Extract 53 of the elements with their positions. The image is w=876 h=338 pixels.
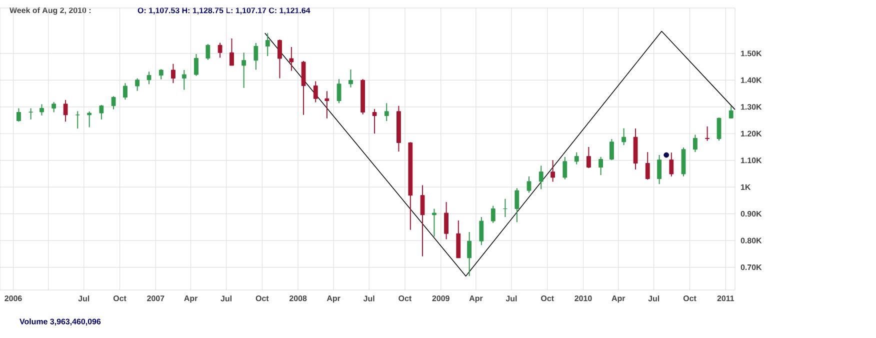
line-series: [264, 30, 736, 276]
candlestick: [313, 80, 318, 103]
candlestick: [158, 68, 164, 80]
candlestick: [693, 134, 698, 153]
candlestick: [289, 46, 294, 72]
candlestick: [111, 96, 116, 110]
candlestick: [278, 39, 282, 79]
candlestick: [705, 126, 710, 142]
candlestick: [230, 38, 234, 66]
candlestick: [728, 106, 734, 119]
candlestick: [645, 152, 650, 180]
candlestick: [182, 70, 186, 90]
candlestick: [123, 82, 128, 100]
candlestick: [420, 184, 425, 257]
candlestick: [550, 160, 556, 182]
candlestick: [538, 165, 544, 190]
candlestick: [194, 53, 198, 76]
candlestick: [16, 108, 21, 122]
candlestick: [479, 216, 484, 246]
candlestick: [622, 128, 626, 146]
candlestick: [526, 176, 532, 194]
candlestick: [657, 154, 662, 185]
candlestick: [324, 90, 330, 119]
candlestick: [384, 102, 389, 122]
candlestick: [218, 42, 222, 58]
candlestick: [99, 104, 104, 120]
candlestick: [146, 71, 152, 85]
candlestick: [586, 146, 591, 169]
candlestick: [444, 202, 449, 240]
candlestick: [574, 152, 579, 165]
candlestick: [265, 32, 270, 57]
candlestick: [40, 104, 44, 116]
candlestick: [514, 188, 520, 223]
candlestick: [63, 99, 68, 122]
candlestick: [254, 42, 258, 70]
candlestick: [432, 208, 436, 238]
candlestick: [87, 110, 92, 128]
candlestick: [336, 78, 342, 104]
candlestick: [467, 231, 472, 277]
candlestick: [206, 44, 210, 60]
candlestick: [562, 156, 568, 180]
candlestick: [598, 156, 604, 176]
candlestick: [348, 68, 353, 88]
candlestick: [28, 108, 34, 120]
candlestick: [301, 60, 306, 116]
candlestick: [716, 117, 722, 142]
candlestick: [372, 108, 377, 134]
candlestick: [490, 205, 496, 224]
candlestick: [242, 52, 246, 88]
candlestick: [610, 138, 614, 161]
candlestick: [135, 78, 140, 92]
candlestick: [52, 102, 56, 113]
candlestick: [171, 63, 176, 84]
